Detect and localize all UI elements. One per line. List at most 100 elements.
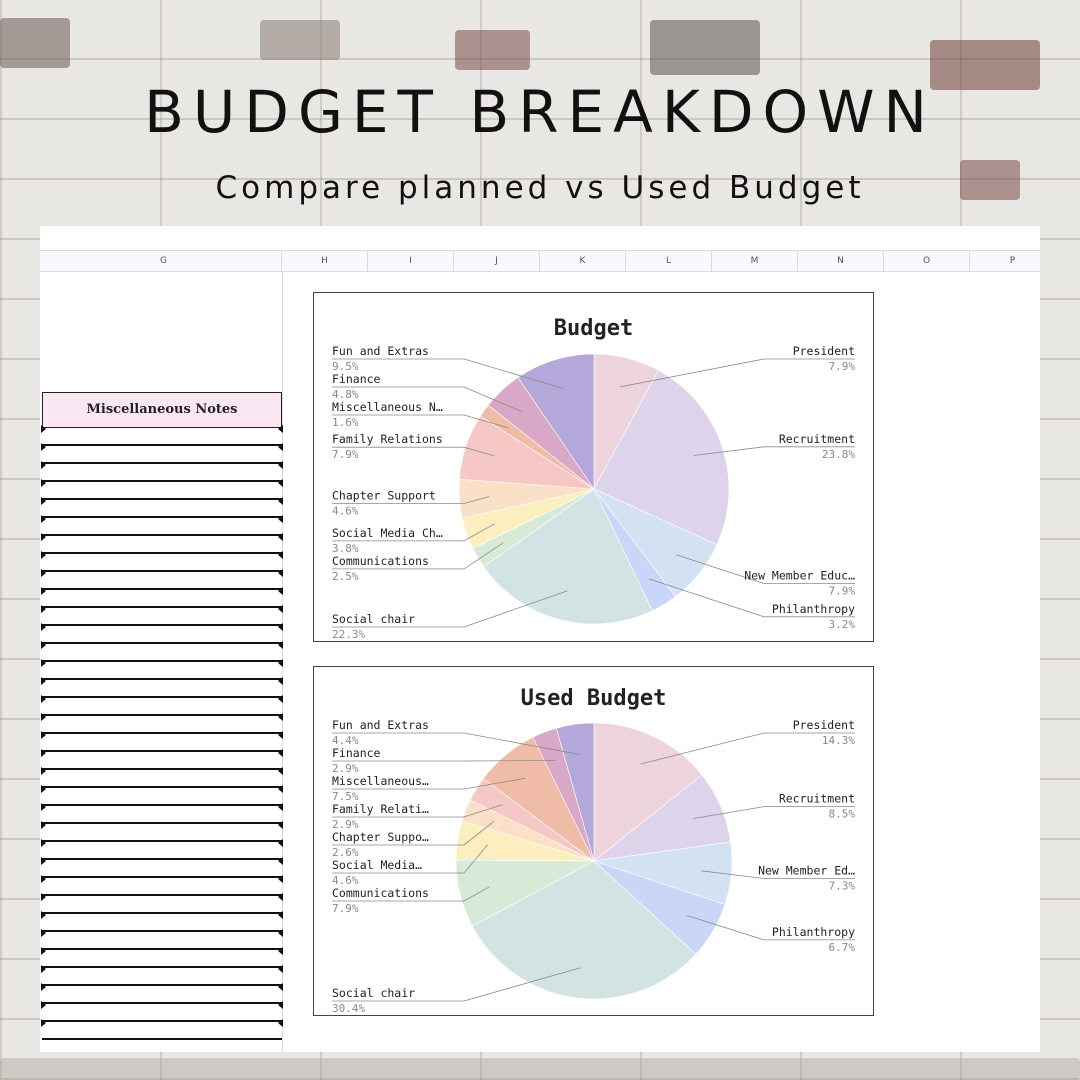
- misc-note-line[interactable]: [41, 479, 283, 500]
- label-leader-line: [686, 915, 855, 941]
- label-leader-line: [332, 386, 523, 413]
- slice-percent-label: 4.8%: [332, 388, 359, 401]
- misc-note-line[interactable]: [41, 587, 283, 608]
- misc-note-line[interactable]: [41, 767, 283, 788]
- pie-slice-recruitment[interactable]: [593, 369, 730, 546]
- slice-label: Finance: [332, 372, 381, 386]
- slice-label: Communications: [332, 554, 429, 568]
- label-leader-line: [701, 870, 855, 879]
- slice-label: Philanthropy: [772, 925, 855, 939]
- slice-label: President: [793, 718, 855, 732]
- column-header[interactable]: G: [46, 251, 282, 272]
- budget-chart[interactable]: Budget President 7.9% Recruitment 23.8% New M…: [313, 292, 874, 642]
- misc-note-line[interactable]: [41, 605, 283, 626]
- slice-label: Philanthropy: [772, 602, 855, 616]
- column-header[interactable]: O: [884, 251, 970, 272]
- column-header[interactable]: M: [712, 251, 798, 272]
- misc-note-line[interactable]: [41, 425, 283, 446]
- slice-percent-label: 7.3%: [829, 879, 856, 892]
- slice-label: Social Media…: [332, 858, 422, 872]
- column-header[interactable]: P: [970, 251, 1040, 272]
- misc-note-line[interactable]: [41, 947, 283, 968]
- misc-note-line[interactable]: [41, 929, 283, 950]
- slice-percent-label: 1.6%: [332, 416, 359, 429]
- misc-note-line[interactable]: [41, 443, 283, 464]
- misc-note-line[interactable]: [41, 749, 283, 770]
- slice-label: President: [793, 344, 855, 358]
- misc-note-line[interactable]: [41, 785, 283, 806]
- brick-stain: [960, 160, 1020, 200]
- misc-note-line[interactable]: [41, 911, 283, 932]
- misc-note-line[interactable]: [41, 551, 283, 572]
- slice-percent-label: 14.3%: [822, 734, 855, 747]
- slice-label: Recruitment: [779, 432, 855, 446]
- misc-note-line[interactable]: [41, 857, 283, 878]
- slice-percent-label: 8.5%: [829, 808, 856, 821]
- misc-note-line[interactable]: [41, 839, 283, 860]
- misc-note-line[interactable]: [41, 821, 283, 842]
- pie-slice-social-chair[interactable]: [471, 860, 697, 1000]
- chart-title: Budget: [554, 316, 633, 341]
- label-leader-line: [648, 578, 855, 618]
- misc-note-line[interactable]: [41, 965, 283, 986]
- column-header[interactable]: I: [368, 251, 454, 272]
- misc-note-line[interactable]: [41, 623, 283, 644]
- label-leader-line: [676, 554, 855, 584]
- label-leader-line: [332, 777, 526, 790]
- misc-note-line[interactable]: [41, 677, 283, 698]
- misc-note-line[interactable]: [41, 875, 283, 896]
- slice-label: Fun and Extras: [332, 344, 429, 358]
- used-budget-chart[interactable]: Used Budget President 14.3% Recruitment 8.5%…: [313, 666, 874, 1016]
- pie-slice-fun-and-extras[interactable]: [555, 722, 595, 862]
- misc-note-line[interactable]: [41, 983, 283, 1004]
- slice-percent-label: 7.9%: [829, 360, 856, 373]
- pie-slice-fun-and-extras[interactable]: [517, 353, 595, 490]
- label-leader-line: [332, 732, 580, 755]
- misc-note-line[interactable]: [41, 659, 283, 680]
- slice-label: Social chair: [332, 612, 415, 626]
- slice-percent-label: 7.5%: [332, 790, 359, 803]
- misc-note-line[interactable]: [41, 695, 283, 716]
- misc-note-line[interactable]: [41, 461, 283, 482]
- misc-note-line[interactable]: [41, 893, 283, 914]
- slice-percent-label: 4.4%: [332, 734, 359, 747]
- budget-pie-svg: Budget President 7.9% Recruitment 23.8% New M…: [332, 316, 856, 641]
- column-header[interactable]: J: [454, 251, 540, 272]
- misc-notes-header[interactable]: Miscellaneous Notes: [42, 392, 282, 428]
- slice-label: New Member Ed…: [758, 863, 855, 877]
- slice-percent-label: 2.9%: [332, 762, 359, 775]
- column-header[interactable]: L: [626, 251, 712, 272]
- column-header[interactable]: H: [282, 251, 368, 272]
- page-subtitle: Compare planned vs Used Budget: [215, 170, 865, 206]
- misc-note-line[interactable]: [41, 713, 283, 734]
- chart-title: Used Budget: [521, 686, 667, 711]
- slice-percent-label: 22.3%: [332, 628, 365, 641]
- misc-note-line[interactable]: [41, 641, 283, 662]
- label-leader-line: [332, 496, 490, 504]
- misc-note-line[interactable]: [41, 497, 283, 518]
- misc-note-line[interactable]: [41, 731, 283, 752]
- slice-label: Family Relations: [332, 432, 443, 446]
- label-leader-line: [332, 446, 495, 457]
- misc-note-line[interactable]: [41, 1001, 283, 1022]
- column-header[interactable]: N: [798, 251, 884, 272]
- slice-percent-label: 2.9%: [332, 818, 359, 831]
- misc-notes-lines: [41, 425, 283, 1052]
- misc-note-line[interactable]: [41, 569, 283, 590]
- misc-note-line[interactable]: [41, 1019, 283, 1040]
- slice-percent-label: 30.4%: [332, 1002, 365, 1015]
- slice-label: Social chair: [332, 986, 415, 1000]
- label-leader-line: [332, 358, 564, 389]
- pie-slice-president[interactable]: [593, 722, 703, 862]
- slice-percent-label: 9.5%: [332, 360, 359, 373]
- slice-percent-label: 4.6%: [332, 504, 359, 517]
- column-header[interactable]: K: [540, 251, 626, 272]
- slice-label: New Member Educ…: [744, 568, 855, 582]
- pie-slice-social-chair[interactable]: [483, 488, 653, 625]
- misc-note-line[interactable]: [41, 515, 283, 536]
- misc-note-line[interactable]: [41, 803, 283, 824]
- slice-percent-label: 3.2%: [829, 618, 856, 631]
- misc-note-line[interactable]: [41, 533, 283, 554]
- label-leader-line: [332, 523, 495, 542]
- slice-label: Finance: [332, 746, 381, 760]
